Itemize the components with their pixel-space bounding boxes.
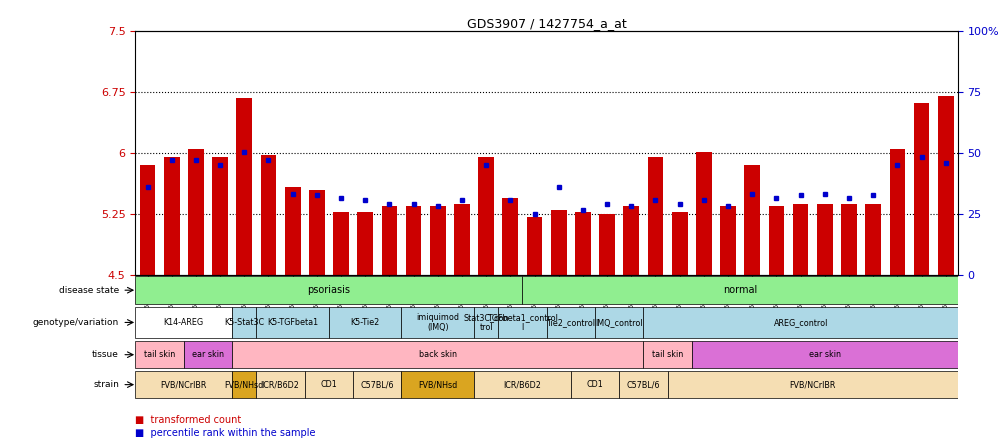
Text: disease state: disease state: [59, 285, 119, 295]
Bar: [570, 371, 618, 398]
Title: GDS3907 / 1427754_a_at: GDS3907 / 1427754_a_at: [466, 17, 626, 30]
Bar: [401, 306, 474, 338]
Bar: [623, 206, 638, 275]
Text: ICR/B6D2: ICR/B6D2: [503, 380, 541, 389]
Text: K14-AREG: K14-AREG: [163, 318, 203, 327]
Bar: [381, 206, 397, 275]
Text: ICR/B6D2: ICR/B6D2: [262, 380, 300, 389]
Bar: [695, 151, 711, 275]
Text: normal: normal: [722, 285, 757, 295]
Bar: [357, 212, 373, 275]
Bar: [817, 204, 832, 275]
Bar: [719, 206, 735, 275]
Bar: [305, 371, 353, 398]
Bar: [329, 306, 401, 338]
Bar: [261, 155, 276, 275]
Text: K5-Tie2: K5-Tie2: [351, 318, 380, 327]
Text: strain: strain: [93, 380, 119, 389]
Bar: [163, 157, 179, 275]
Bar: [546, 306, 594, 338]
Bar: [231, 341, 642, 369]
Text: genotype/variation: genotype/variation: [33, 318, 119, 327]
Text: ear skin: ear skin: [191, 350, 223, 359]
Text: imiquimod
(IMQ): imiquimod (IMQ): [416, 313, 459, 332]
Text: TGFbeta1_control
l: TGFbeta1_control l: [487, 313, 557, 332]
Bar: [474, 306, 498, 338]
Bar: [502, 198, 518, 275]
Text: Stat3C_con
trol: Stat3C_con trol: [463, 313, 508, 332]
Text: CD1: CD1: [586, 380, 603, 389]
Bar: [139, 165, 155, 275]
Text: tail skin: tail skin: [144, 350, 175, 359]
Bar: [522, 277, 957, 304]
Bar: [454, 204, 469, 275]
Bar: [598, 214, 614, 275]
Bar: [187, 149, 203, 275]
Bar: [594, 306, 642, 338]
Bar: [647, 157, 662, 275]
Text: IMQ_control: IMQ_control: [595, 318, 642, 327]
Text: tail skin: tail skin: [651, 350, 682, 359]
Bar: [212, 157, 227, 275]
Bar: [550, 210, 566, 275]
Bar: [257, 306, 329, 338]
Text: K5-Stat3C: K5-Stat3C: [224, 318, 265, 327]
Bar: [913, 103, 929, 275]
Bar: [691, 341, 957, 369]
Text: K5-TGFbeta1: K5-TGFbeta1: [267, 318, 318, 327]
Bar: [430, 206, 445, 275]
Bar: [353, 371, 401, 398]
Bar: [183, 341, 231, 369]
Text: C57BL/6: C57BL/6: [626, 380, 659, 389]
Bar: [231, 371, 257, 398]
Bar: [498, 306, 546, 338]
Text: back skin: back skin: [419, 350, 456, 359]
Bar: [406, 206, 421, 275]
Bar: [401, 371, 474, 398]
Text: Tie2_control: Tie2_control: [546, 318, 595, 327]
Text: FVB/NHsd: FVB/NHsd: [418, 380, 457, 389]
Bar: [478, 157, 494, 275]
Bar: [135, 341, 183, 369]
Bar: [285, 187, 301, 275]
Bar: [937, 96, 953, 275]
Bar: [309, 190, 325, 275]
Bar: [574, 212, 590, 275]
Bar: [135, 371, 231, 398]
Bar: [889, 149, 905, 275]
Bar: [768, 206, 784, 275]
Bar: [135, 277, 522, 304]
Text: FVB/NCrIBR: FVB/NCrIBR: [789, 380, 835, 389]
Bar: [618, 371, 667, 398]
Bar: [743, 165, 760, 275]
Bar: [841, 204, 856, 275]
Bar: [865, 204, 880, 275]
Bar: [792, 204, 808, 275]
Text: tissue: tissue: [92, 350, 119, 359]
Text: FVB/NCrIBR: FVB/NCrIBR: [160, 380, 206, 389]
Text: FVB/NHsd: FVB/NHsd: [224, 380, 264, 389]
Bar: [257, 371, 305, 398]
Bar: [135, 306, 231, 338]
Text: ■  transformed count: ■ transformed count: [135, 415, 241, 424]
Bar: [474, 371, 570, 398]
Text: AREG_control: AREG_control: [773, 318, 827, 327]
Bar: [526, 217, 542, 275]
Bar: [642, 341, 691, 369]
Text: C57BL/6: C57BL/6: [360, 380, 394, 389]
Text: ear skin: ear skin: [808, 350, 840, 359]
Bar: [642, 306, 957, 338]
Bar: [671, 212, 686, 275]
Text: ■  percentile rank within the sample: ■ percentile rank within the sample: [135, 428, 316, 438]
Bar: [231, 306, 257, 338]
Bar: [333, 212, 349, 275]
Text: psoriasis: psoriasis: [308, 285, 350, 295]
Text: CD1: CD1: [321, 380, 337, 389]
Bar: [667, 371, 957, 398]
Bar: [236, 98, 252, 275]
